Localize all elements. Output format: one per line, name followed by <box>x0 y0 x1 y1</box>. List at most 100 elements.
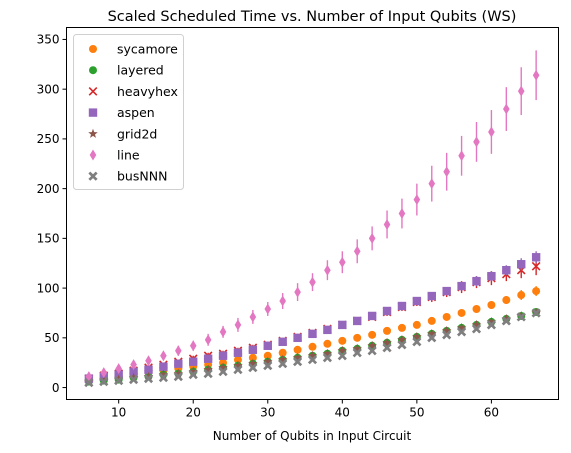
y-tick-label: 300 <box>37 82 60 96</box>
data-point <box>531 308 541 318</box>
data-point <box>487 301 496 310</box>
data-point <box>292 357 303 367</box>
data-point <box>233 348 243 357</box>
data-point <box>337 345 348 355</box>
y-tick-label: 50 <box>44 331 59 345</box>
data-point <box>457 308 466 317</box>
data-point <box>218 362 228 372</box>
data-point <box>531 253 541 262</box>
data-point <box>412 296 422 306</box>
data-point <box>277 354 288 364</box>
data-point <box>173 372 183 382</box>
x-tick-label: 50 <box>409 406 424 420</box>
legend-items: sycamore layered heavyhex aspen grid2d line bu… <box>88 42 178 184</box>
data-point <box>427 291 436 301</box>
data-point <box>248 353 257 362</box>
data-point <box>353 316 362 326</box>
data-point <box>322 353 333 363</box>
data-point <box>84 377 94 388</box>
data-point <box>516 312 526 322</box>
x-tick-label: 30 <box>260 406 275 420</box>
y-tick-label: 200 <box>37 182 60 196</box>
data-point <box>278 337 287 347</box>
data-point <box>443 166 450 178</box>
data-point <box>487 271 496 281</box>
legend-item-grid2d: grid2d <box>88 126 157 141</box>
legend-item-heavyhex: heavyhex <box>88 84 178 99</box>
data-point <box>486 320 497 330</box>
data-point <box>203 354 213 363</box>
data-point <box>263 341 272 350</box>
x-tick-label: 20 <box>186 406 201 420</box>
data-point <box>129 367 138 376</box>
data-point <box>517 260 526 269</box>
legend-box <box>73 34 184 190</box>
data-point <box>218 367 228 377</box>
data-point <box>427 328 437 338</box>
data-point <box>368 232 376 244</box>
data-point <box>517 85 525 97</box>
data-point <box>427 333 437 343</box>
data-point <box>442 312 451 321</box>
x-axis-ticks: 10 20 30 40 50 60 <box>111 399 499 420</box>
data-point <box>428 178 436 190</box>
data-point <box>338 320 347 330</box>
data-point <box>323 325 332 335</box>
data-point <box>248 358 258 368</box>
series-aspen <box>84 251 541 383</box>
legend-marker <box>89 66 97 75</box>
data-point <box>368 330 377 339</box>
data-point <box>338 336 347 345</box>
data-point <box>412 331 422 341</box>
data-point <box>189 357 198 366</box>
data-point <box>502 265 511 275</box>
data-point <box>531 261 541 271</box>
axes-frame <box>66 27 559 400</box>
data-point <box>233 355 242 364</box>
data-point <box>292 352 303 362</box>
data-point <box>339 256 346 268</box>
data-point <box>397 301 407 311</box>
data-point <box>472 276 481 286</box>
data-point <box>203 369 213 379</box>
data-point <box>143 374 154 384</box>
data-point <box>458 150 465 162</box>
data-point <box>189 340 197 352</box>
data-point <box>263 356 273 366</box>
data-point <box>367 346 377 356</box>
y-tick-label: 150 <box>37 232 60 246</box>
data-point <box>143 371 154 381</box>
data-point <box>234 319 242 331</box>
data-point <box>441 325 452 335</box>
data-point <box>278 348 287 357</box>
data-point <box>114 376 124 386</box>
y-tick-label: 250 <box>37 132 60 146</box>
x-tick-label: 60 <box>484 406 499 420</box>
data-point <box>174 359 183 368</box>
plot-marks <box>84 50 541 388</box>
data-point <box>322 348 333 358</box>
data-point <box>503 103 510 115</box>
data-point <box>383 218 391 230</box>
data-point <box>160 350 167 362</box>
data-point <box>293 333 302 343</box>
data-point <box>353 333 362 342</box>
legend-label: heavyhex <box>117 84 178 99</box>
data-point <box>382 337 392 347</box>
legend-label: layered <box>117 63 164 78</box>
data-point <box>130 359 137 371</box>
data-point <box>279 295 286 307</box>
data-point <box>367 340 377 350</box>
data-point <box>159 362 168 371</box>
data-point <box>442 286 451 296</box>
data-point <box>248 345 258 354</box>
data-point <box>263 361 273 371</box>
legend-item-busNNN: busNNN <box>88 169 167 184</box>
data-point <box>353 245 361 257</box>
data-point <box>203 364 213 374</box>
data-point <box>264 303 272 315</box>
legend-marker <box>88 128 98 138</box>
data-point <box>99 377 109 387</box>
data-point <box>457 281 466 291</box>
